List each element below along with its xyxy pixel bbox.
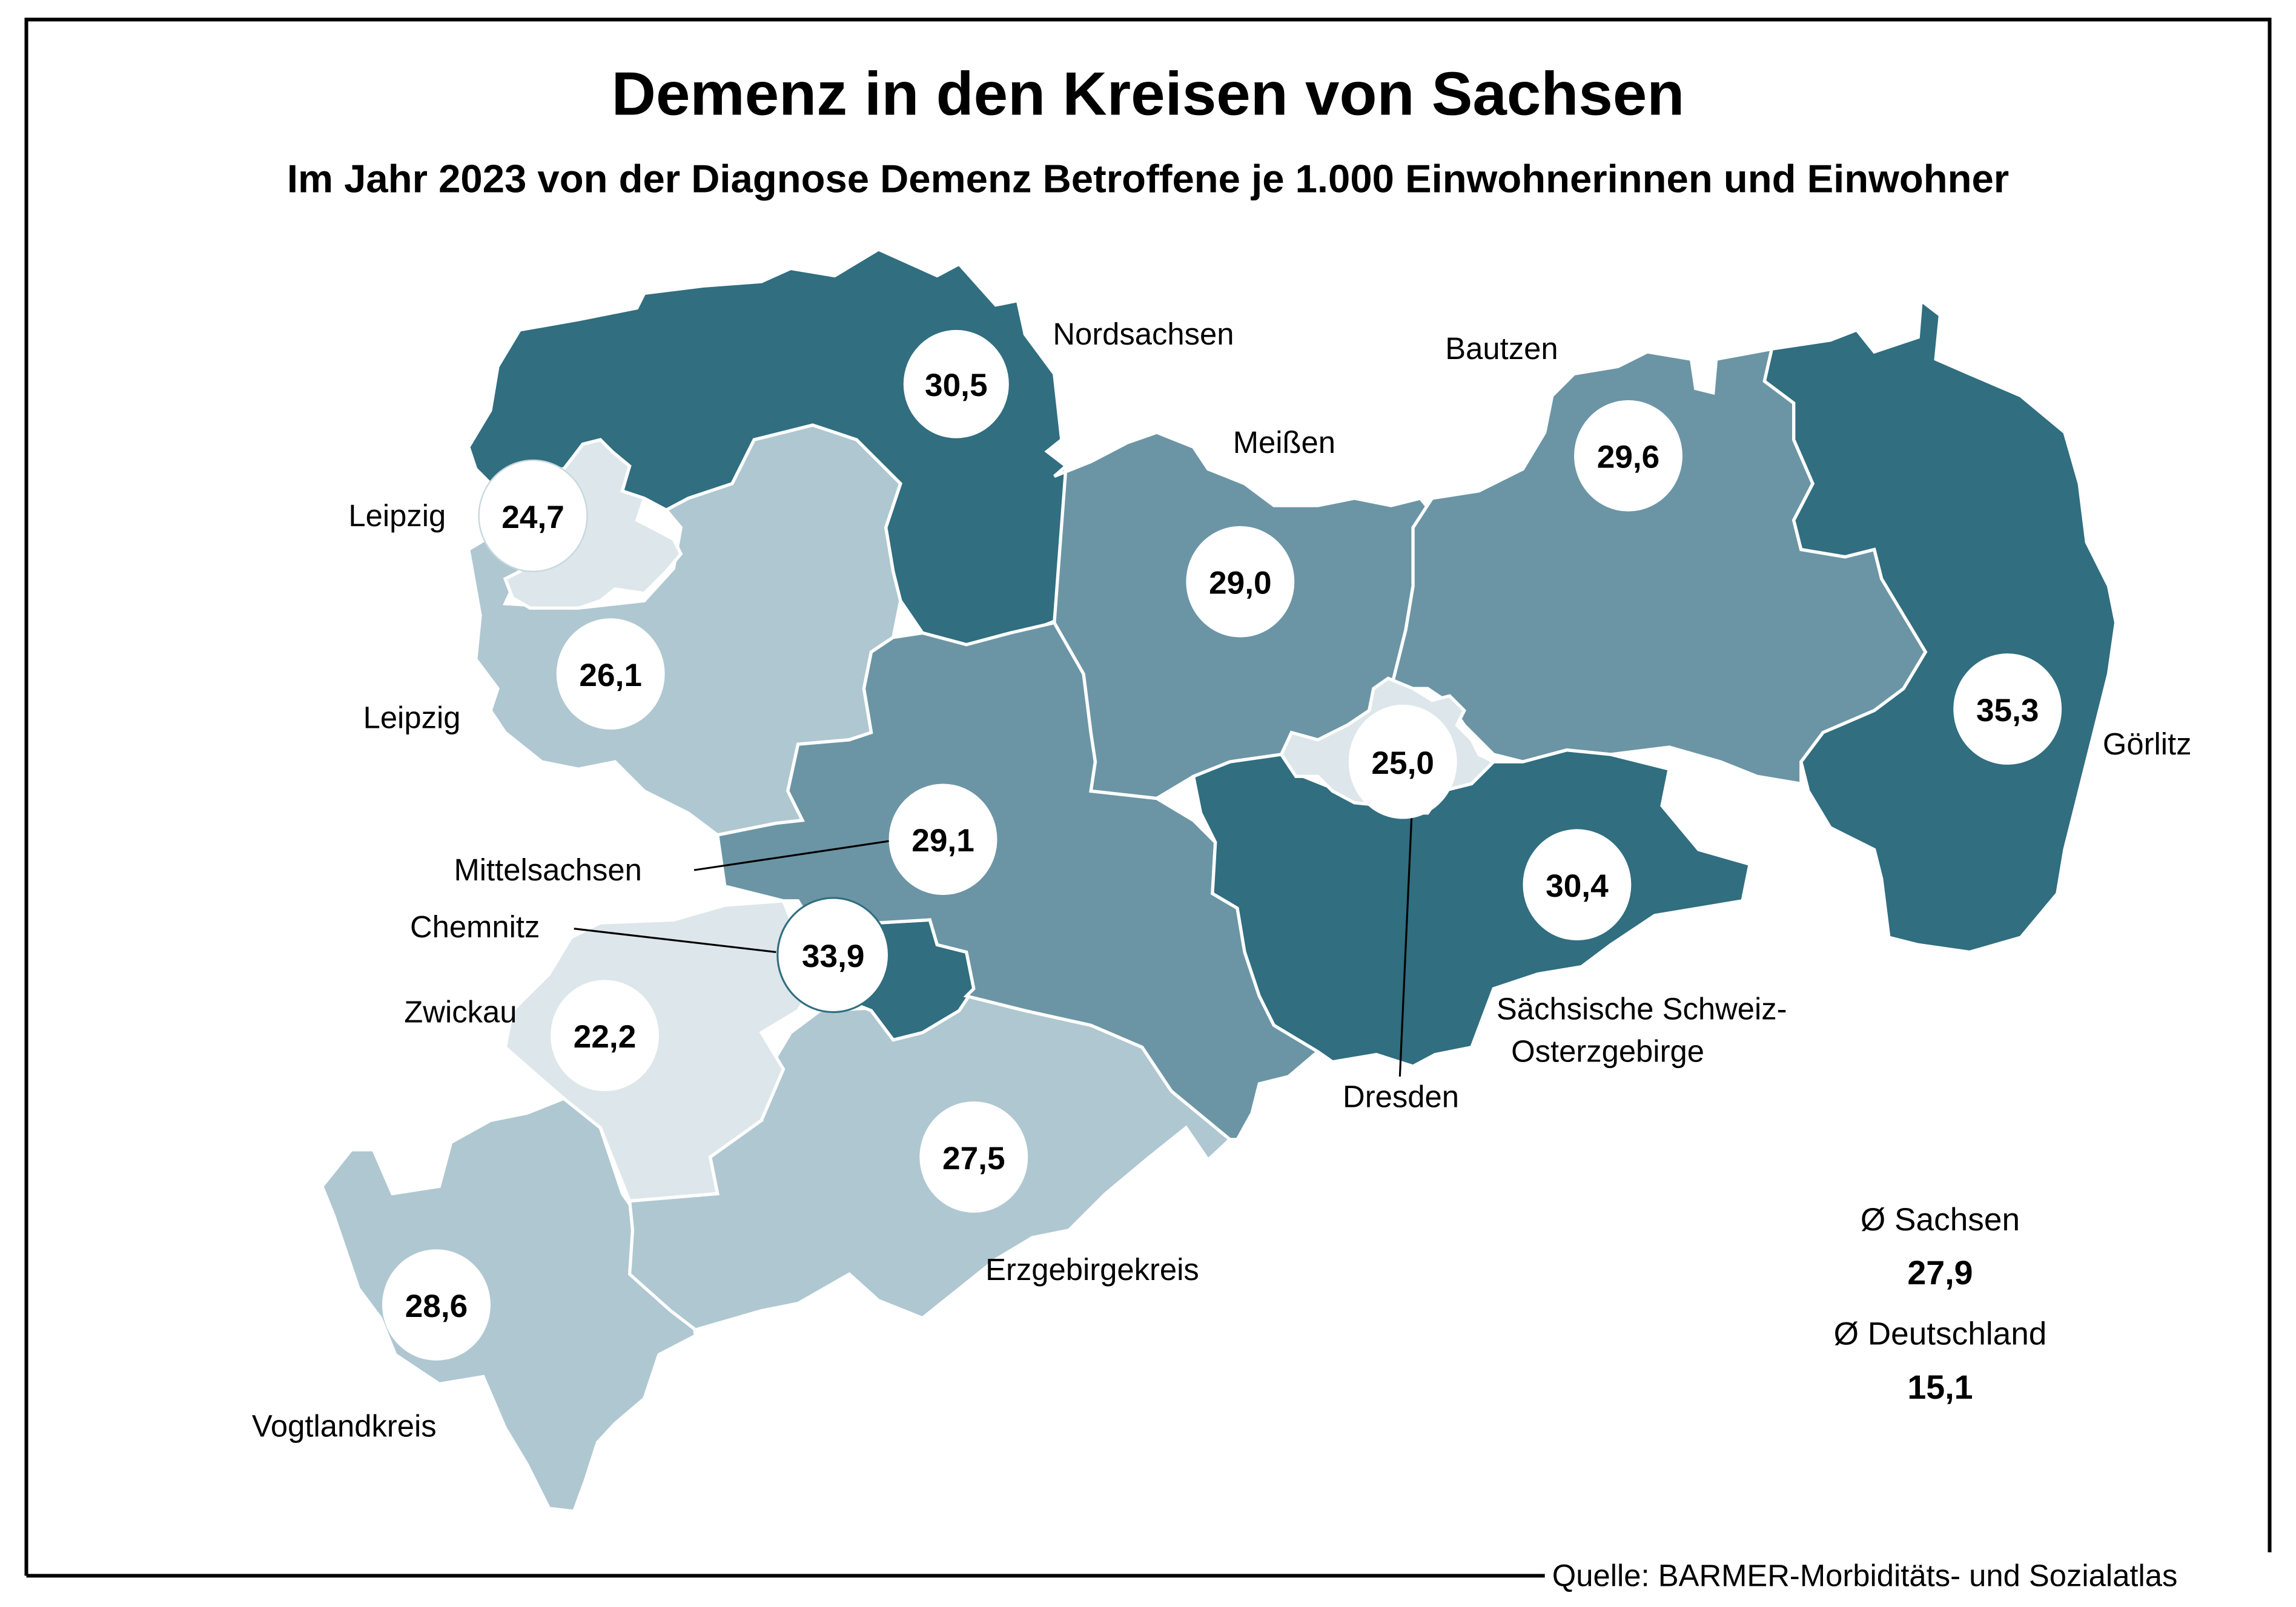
label-chemnitz: Chemnitz — [410, 909, 540, 944]
page-subtitle: Im Jahr 2023 von der Diagnose Demenz Bet… — [287, 157, 2009, 201]
bubble-zwickau[interactable]: 22,2 — [551, 980, 659, 1092]
label-bautzen: Bautzen — [1445, 331, 1558, 366]
bubble-erzgebirgekreis[interactable]: 27,5 — [919, 1101, 1028, 1213]
value-nordsachsen: 30,5 — [925, 368, 988, 403]
value-meissen: 29,0 — [1209, 566, 1272, 601]
value-saechsische-schweiz: 30,4 — [1546, 868, 1609, 904]
dresden-leader-line — [1398, 817, 1413, 1077]
label-saechsische-schweiz-line1: Sächsische Schweiz- — [1497, 992, 1787, 1026]
label-meissen: Meißen — [1233, 425, 1335, 460]
bubble-bautzen[interactable]: 29,6 — [1574, 400, 1682, 512]
bubble-leipzig-stadt[interactable]: 24,7 — [478, 459, 588, 572]
value-leipzig-stadt: 24,7 — [501, 500, 564, 535]
legend-sachsen-value: 27,9 — [1907, 1254, 1973, 1292]
source-note: Quelle: BARMER-Morbiditäts- und Sozialat… — [1552, 1558, 2178, 1592]
value-goerlitz: 35,3 — [1976, 693, 2039, 728]
label-mittelsachsen: Mittelsachsen — [454, 853, 641, 887]
value-mittelsachsen: 29,1 — [911, 823, 974, 859]
page-title: Demenz in den Kreisen von Sachsen — [612, 59, 1685, 128]
value-dresden: 25,0 — [1371, 745, 1434, 781]
region-goerlitz[interactable] — [1762, 297, 2118, 954]
value-erzgebirgekreis: 27,5 — [942, 1141, 1005, 1176]
bubble-goerlitz[interactable]: 35,3 — [1953, 653, 2062, 765]
label-zwickau: Zwickau — [404, 994, 517, 1029]
label-leipzig-landkreis: Leipzig — [363, 700, 461, 734]
label-nordsachsen: Nordsachsen — [1053, 317, 1234, 351]
label-saechsische-schweiz-line2: Osterzgebirge — [1511, 1034, 1704, 1069]
value-chemnitz: 33,9 — [802, 939, 865, 974]
bubble-nordsachsen[interactable]: 30,5 — [903, 329, 1009, 438]
value-bautzen: 29,6 — [1597, 440, 1660, 475]
bubble-mittelsachsen[interactable]: 29,1 — [888, 784, 997, 896]
bubble-leipzig-landkreis[interactable]: 26,1 — [556, 618, 665, 730]
value-vogtlandkreis: 28,6 — [405, 1289, 468, 1324]
bubble-meissen[interactable]: 29,0 — [1186, 526, 1295, 638]
bubble-vogtlandkreis[interactable]: 28,6 — [382, 1249, 491, 1361]
value-leipzig-landkreis: 26,1 — [579, 658, 642, 693]
bubble-saechsische-schweiz[interactable]: 30,4 — [1523, 829, 1632, 941]
region-zwickau[interactable] — [503, 899, 822, 1203]
chemnitz-leader-line — [574, 928, 776, 953]
mittelsachsen-leader-line — [693, 838, 901, 871]
label-leipzig-stadt: Leipzig — [348, 498, 446, 533]
label-goerlitz: Görlitz — [2103, 727, 2192, 761]
label-dresden: Dresden — [1343, 1080, 1459, 1114]
value-zwickau: 22,2 — [574, 1019, 637, 1055]
averages-legend: Ø Sachsen 27,9 Ø Deutschland 15,1 — [1834, 1202, 2047, 1406]
label-erzgebirgekreis: Erzgebirgekreis — [985, 1252, 1199, 1287]
frame-border — [24, 18, 2272, 1576]
region-vogtlandkreis[interactable] — [320, 1097, 698, 1513]
legend-sachsen-label: Ø Sachsen — [1861, 1202, 2020, 1238]
legend-deutschland-label: Ø Deutschland — [1834, 1316, 2047, 1351]
label-vogtlandkreis: Vogtlandkreis — [252, 1409, 437, 1444]
bubble-dresden[interactable]: 25,0 — [1348, 704, 1457, 819]
legend-deutschland-value: 15,1 — [1907, 1368, 1973, 1406]
bubble-chemnitz[interactable]: 33,9 — [776, 897, 890, 1014]
